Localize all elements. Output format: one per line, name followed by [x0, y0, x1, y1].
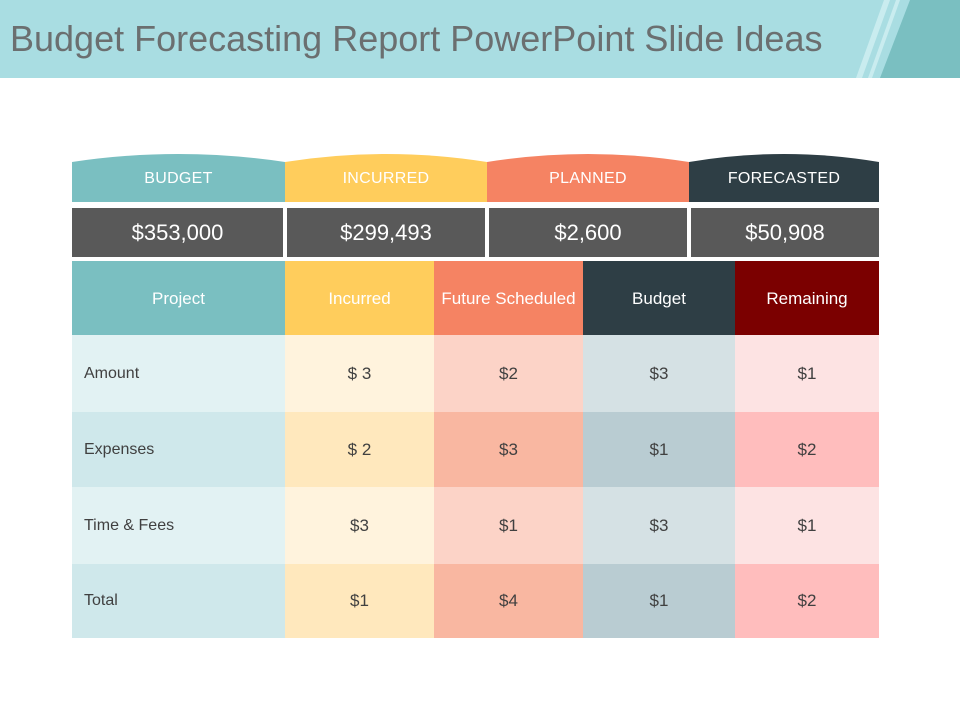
cell-total-budget: $1 — [583, 564, 735, 638]
title-stripe-decoration — [856, 0, 960, 78]
row-label-time-fees: Time & Fees — [72, 487, 285, 564]
cell-total-remaining: $2 — [735, 564, 879, 638]
tab-incurred-shape — [285, 154, 487, 202]
header-project: Project — [72, 261, 285, 335]
tab-budget-shape — [72, 154, 285, 202]
slide-title: Budget Forecasting Report PowerPoint Sli… — [10, 18, 823, 59]
category-tabs — [72, 154, 879, 202]
tab-budget-label: BUDGET — [144, 170, 213, 187]
cell-total-incurred: $1 — [285, 564, 434, 638]
row-label-amount: Amount — [72, 335, 285, 412]
cell-total-future-scheduled: $4 — [434, 564, 583, 638]
row-label-total: Total — [72, 564, 285, 638]
cell-expenses-remaining: $2 — [735, 412, 879, 487]
cell-amount-future-scheduled: $2 — [434, 335, 583, 412]
total-planned-value: $2,600 — [489, 208, 687, 257]
header-budget: Budget — [583, 261, 735, 335]
tab-incurred-label: INCURRED — [342, 170, 430, 187]
total-incurred-value: $299,493 — [287, 208, 485, 257]
tab-planned-shape — [487, 154, 689, 202]
cell-expenses-incurred: $ 2 — [285, 412, 434, 487]
header-remaining: Remaining — [735, 261, 879, 335]
cell-expenses-budget: $1 — [583, 412, 735, 487]
cell-time-fees-future-scheduled: $1 — [434, 487, 583, 564]
cell-amount-budget: $3 — [583, 335, 735, 412]
total-forecasted-value: $50,908 — [691, 208, 879, 257]
cell-time-fees-remaining: $1 — [735, 487, 879, 564]
cell-expenses-future-scheduled: $3 — [434, 412, 583, 487]
header-incurred: Incurred — [285, 261, 434, 335]
cell-amount-remaining: $1 — [735, 335, 879, 412]
tab-forecasted-label: FORECASTED — [727, 170, 841, 187]
cell-amount-incurred: $ 3 — [285, 335, 434, 412]
tab-forecasted-shape — [689, 154, 879, 202]
cell-time-fees-incurred: $3 — [285, 487, 434, 564]
cell-time-fees-budget: $3 — [583, 487, 735, 564]
title-bar: Budget Forecasting Report PowerPoint Sli… — [0, 0, 960, 78]
total-budget-value: $353,000 — [72, 208, 283, 257]
header-future-scheduled: Future Scheduled — [434, 261, 583, 335]
row-label-expenses: Expenses — [72, 412, 285, 487]
tab-planned-label: PLANNED — [549, 170, 627, 187]
